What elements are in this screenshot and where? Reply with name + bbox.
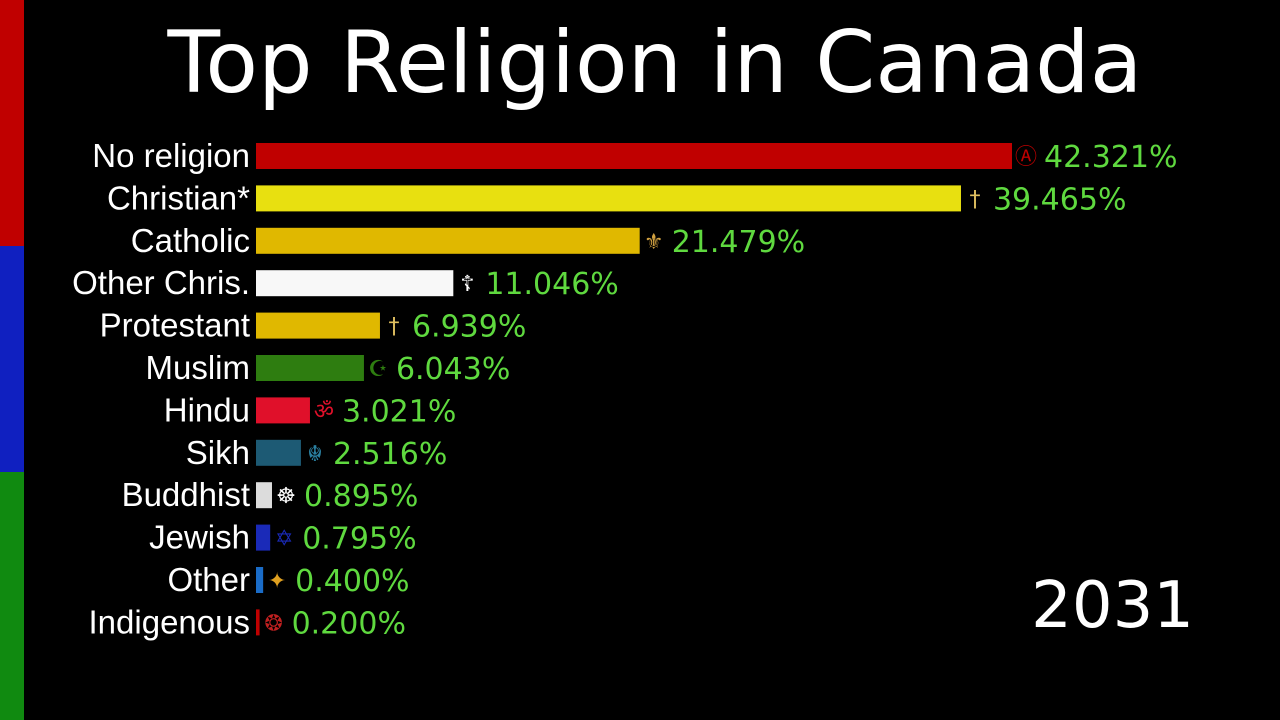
value-label: 39.465% xyxy=(993,182,1126,217)
category-label: Protestant xyxy=(100,307,250,344)
value-label: 0.895% xyxy=(304,479,418,514)
value-label: 0.795% xyxy=(302,522,416,557)
crescent-star-icon: ☪ xyxy=(368,357,388,382)
side-stripe-red xyxy=(0,0,24,246)
star-of-david-icon: ✡ xyxy=(275,527,293,552)
value-label: 3.021% xyxy=(342,394,456,429)
bar xyxy=(256,397,310,424)
bar xyxy=(256,482,272,509)
atheism-symbol-icon: Ⓐ xyxy=(1015,145,1037,170)
orthodox-cross-icon: ☦ xyxy=(460,272,474,297)
category-label: Indigenous xyxy=(89,603,250,640)
category-label: Catholic xyxy=(131,222,250,259)
cross-icon: † xyxy=(969,187,980,212)
dharma-wheel-icon: ☸ xyxy=(276,484,296,509)
value-label: 0.400% xyxy=(295,564,409,599)
value-label: 6.939% xyxy=(412,310,526,345)
cross-icon: † xyxy=(388,315,399,340)
value-label: 0.200% xyxy=(292,606,406,641)
rainbow-emblem-icon: ✦ xyxy=(268,569,286,594)
category-label: No religion xyxy=(92,137,250,174)
value-label: 11.046% xyxy=(485,267,618,302)
category-label: Other xyxy=(167,561,250,598)
year-label: 2031 xyxy=(1031,569,1194,643)
bar xyxy=(256,143,1012,169)
bar xyxy=(256,524,271,551)
category-label: Buddhist xyxy=(122,476,250,513)
category-label: Sikh xyxy=(186,434,250,471)
bar xyxy=(256,439,301,466)
value-label: 6.043% xyxy=(396,352,510,387)
category-label: Jewish xyxy=(149,519,250,556)
bar xyxy=(256,312,380,339)
value-label: 21.479% xyxy=(672,225,805,260)
bar xyxy=(256,609,260,636)
category-label: Muslim xyxy=(146,349,251,386)
category-label: Christian* xyxy=(107,179,250,216)
khanda-icon: ☬ xyxy=(307,442,323,467)
bar xyxy=(256,185,961,212)
indigenous-emblem-icon: ❂ xyxy=(264,611,282,636)
side-stripe-green xyxy=(0,472,24,720)
value-label: 42.321% xyxy=(1044,140,1177,175)
side-stripe-blue xyxy=(0,246,24,472)
chart-title: Top Religion in Canada xyxy=(167,13,1143,113)
om-icon: ॐ xyxy=(314,399,334,424)
bar xyxy=(256,270,454,297)
category-label: Hindu xyxy=(164,391,250,428)
papal-keys-icon: ⚜ xyxy=(644,230,664,255)
category-label: Other Chris. xyxy=(72,264,250,301)
bar xyxy=(256,567,264,593)
bar xyxy=(256,227,640,254)
value-label: 2.516% xyxy=(333,437,447,472)
bar xyxy=(256,355,364,381)
